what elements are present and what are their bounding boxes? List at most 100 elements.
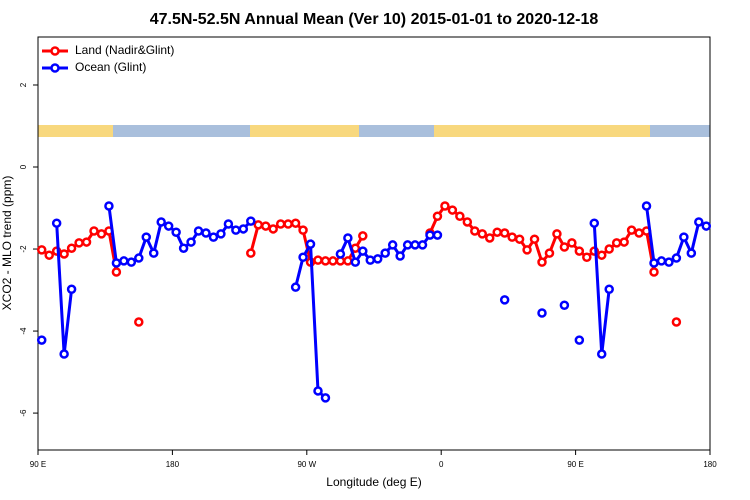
data-point — [163, 221, 174, 231]
x-tick-label: 90 E — [567, 460, 583, 469]
data-point — [96, 229, 107, 239]
data-point — [313, 255, 323, 265]
data-point — [320, 393, 331, 403]
x-axis-title: Longitude (deg E) — [326, 475, 421, 489]
data-point — [679, 232, 689, 242]
data-point — [148, 248, 159, 258]
data-point — [395, 251, 405, 261]
data-point — [634, 228, 644, 238]
data-point — [470, 226, 480, 236]
data-point — [432, 230, 443, 240]
x-tick-label: 180 — [166, 460, 180, 469]
data-point — [372, 254, 383, 264]
data-point — [417, 240, 428, 250]
data-point — [559, 300, 570, 310]
data-point — [544, 248, 555, 258]
data-point — [619, 237, 629, 247]
plot-frame — [37, 36, 711, 451]
data-point — [156, 217, 166, 227]
legend-label: Land (Nadir&Glint) — [75, 43, 174, 57]
data-point — [574, 246, 585, 256]
data-point — [440, 201, 450, 211]
data-point — [641, 201, 652, 211]
data-point — [387, 240, 398, 250]
data-point — [447, 205, 458, 215]
data-point — [604, 284, 614, 294]
data-point — [253, 220, 264, 230]
data-point — [193, 226, 204, 236]
data-point — [59, 349, 69, 359]
data-point — [283, 219, 293, 229]
data-point — [36, 335, 47, 345]
data-point — [290, 218, 301, 228]
data-point — [656, 256, 667, 266]
data-point — [477, 229, 488, 239]
land-strip — [250, 125, 359, 137]
y-tick-label: -2 — [19, 245, 28, 253]
data-point — [462, 217, 473, 227]
data-point — [425, 230, 435, 240]
land-strip — [38, 125, 113, 137]
data-point — [402, 240, 413, 250]
chart-title: 47.5N-52.5N Annual Mean (Ver 10) 2015-01… — [150, 11, 599, 28]
data-point — [365, 255, 376, 265]
data-point — [604, 244, 614, 254]
data-point — [350, 257, 361, 267]
data-point — [74, 238, 84, 248]
data-point — [649, 267, 659, 277]
data-point — [574, 335, 585, 345]
data-point — [81, 237, 92, 247]
data-point — [171, 227, 181, 237]
data-point — [537, 257, 547, 267]
data-point — [507, 232, 517, 242]
data-point — [298, 225, 308, 235]
data-point — [320, 256, 331, 266]
data-point — [582, 252, 592, 262]
y-tick-label: 0 — [19, 164, 28, 169]
map-strip — [38, 125, 710, 137]
data-point — [36, 245, 47, 255]
data-point — [134, 317, 144, 327]
legend: Land (Nadir&Glint) Ocean (Glint) — [42, 43, 174, 74]
data-point — [89, 226, 99, 236]
data-point — [537, 308, 547, 318]
x-tick-label: 180 — [703, 460, 717, 469]
data-point — [66, 243, 77, 253]
data-point — [313, 386, 323, 396]
data-point — [701, 221, 712, 231]
data-point — [514, 234, 525, 244]
x-tick-label: 90 E — [30, 460, 46, 469]
data-point — [238, 224, 249, 234]
series-line — [294, 238, 327, 400]
series — [36, 201, 712, 403]
data-point — [671, 253, 682, 263]
data-point — [432, 211, 443, 221]
data-point — [66, 284, 77, 294]
data-point — [246, 248, 256, 258]
data-point — [664, 257, 674, 267]
data-point — [596, 250, 607, 260]
data-point — [589, 218, 600, 228]
data-point — [499, 228, 510, 238]
data-point — [223, 219, 234, 229]
data-point — [596, 349, 607, 359]
data-point — [626, 225, 637, 235]
data-point — [298, 252, 308, 262]
data-point — [611, 238, 622, 248]
data-point — [335, 249, 346, 259]
data-point — [268, 224, 278, 234]
data-point — [492, 227, 502, 237]
land-strip — [434, 125, 650, 137]
data-point — [208, 232, 219, 242]
x-tick-label: 0 — [439, 460, 444, 469]
y-tick-label: -4 — [19, 327, 28, 335]
data-point — [358, 246, 368, 256]
y-tick-label: 2 — [19, 82, 28, 87]
data-point — [141, 232, 152, 242]
data-point — [484, 233, 495, 243]
data-point — [126, 257, 137, 267]
data-point — [455, 211, 465, 221]
data-point — [260, 221, 271, 231]
